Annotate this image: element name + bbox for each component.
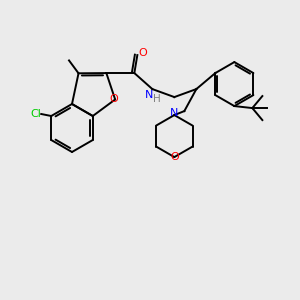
Text: O: O	[170, 152, 179, 162]
Text: N: N	[170, 108, 178, 118]
Text: N: N	[145, 90, 154, 100]
Text: Cl: Cl	[31, 109, 42, 119]
Text: H: H	[154, 94, 161, 104]
Text: O: O	[110, 94, 118, 104]
Text: O: O	[138, 48, 147, 58]
